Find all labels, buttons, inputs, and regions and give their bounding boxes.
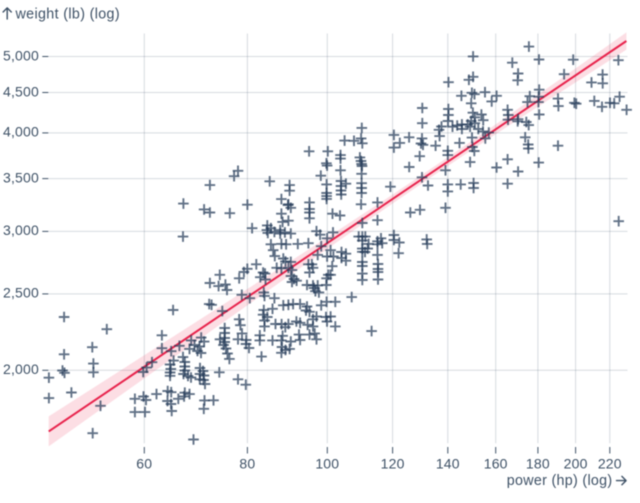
svg-text:220: 220	[598, 456, 622, 472]
svg-text:60: 60	[136, 456, 152, 472]
svg-text:2,500: 2,500	[3, 285, 39, 301]
svg-text:3,000: 3,000	[3, 222, 39, 238]
svg-text:4,500: 4,500	[3, 83, 39, 99]
svg-text:weight (lb) (log): weight (lb) (log)	[15, 7, 120, 23]
svg-text:140: 140	[436, 456, 460, 472]
svg-text:4,000: 4,000	[3, 124, 39, 140]
svg-text:180: 180	[526, 456, 550, 472]
svg-text:120: 120	[381, 456, 405, 472]
svg-text:2,000: 2,000	[3, 361, 39, 377]
svg-text:power (hp) (log): power (hp) (log)	[507, 473, 613, 489]
svg-text:100: 100	[315, 456, 339, 472]
svg-text:160: 160	[484, 456, 508, 472]
svg-text:3,500: 3,500	[3, 169, 39, 185]
svg-text:80: 80	[239, 456, 255, 472]
svg-text:200: 200	[564, 456, 588, 472]
svg-text:5,000: 5,000	[3, 47, 39, 63]
